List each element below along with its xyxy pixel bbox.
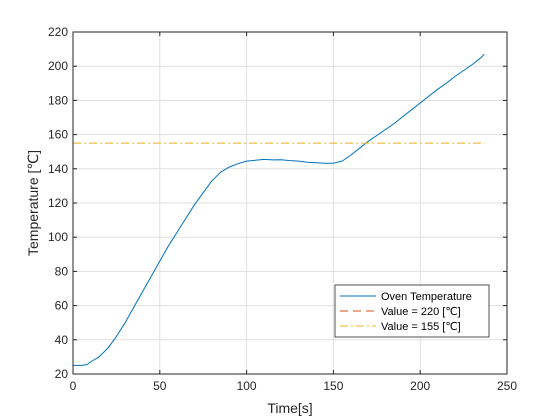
y-tick-label: 180 xyxy=(48,93,68,107)
y-tick-label: 220 xyxy=(48,25,68,39)
x-tick-label: 200 xyxy=(410,379,430,393)
legend-items: Oven Temperature Value = 220 [℃] Value = 1… xyxy=(340,291,472,333)
y-tick-label: 140 xyxy=(48,162,68,176)
x-axis-label: Time[s] xyxy=(267,400,312,416)
x-tick-label: 250 xyxy=(497,379,517,393)
y-tick-label: 60 xyxy=(55,299,69,313)
x-tick-label: 50 xyxy=(153,379,167,393)
legend-label-2: Value = 155 [℃] xyxy=(381,321,461,333)
x-tick-label: 150 xyxy=(323,379,343,393)
x-tick-label: 0 xyxy=(70,379,77,393)
legend: Oven Temperature Value = 220 [℃] Value = 1… xyxy=(334,284,490,338)
series-line-0 xyxy=(73,53,485,366)
y-tick-label: 20 xyxy=(55,367,69,381)
x-tick-label: 100 xyxy=(237,379,257,393)
legend-label-0: Oven Temperature xyxy=(381,291,472,303)
y-tick-label: 40 xyxy=(55,333,69,347)
grid-lines xyxy=(72,31,508,375)
y-tick-label: 100 xyxy=(48,230,68,244)
y-tick-label: 160 xyxy=(48,128,68,142)
y-tick-label: 120 xyxy=(48,196,68,210)
legend-label-1: Value = 220 [℃] xyxy=(381,306,461,318)
y-tick-label: 80 xyxy=(55,264,69,278)
y-axis-label: Temperature [℃] xyxy=(25,150,41,256)
tick-labels: 0 50 100 150 200 250 20 40 60 80 100 120 140 160 180 20… xyxy=(48,25,517,393)
y-tick-label: 200 xyxy=(48,59,68,73)
tick-marks xyxy=(72,31,508,375)
